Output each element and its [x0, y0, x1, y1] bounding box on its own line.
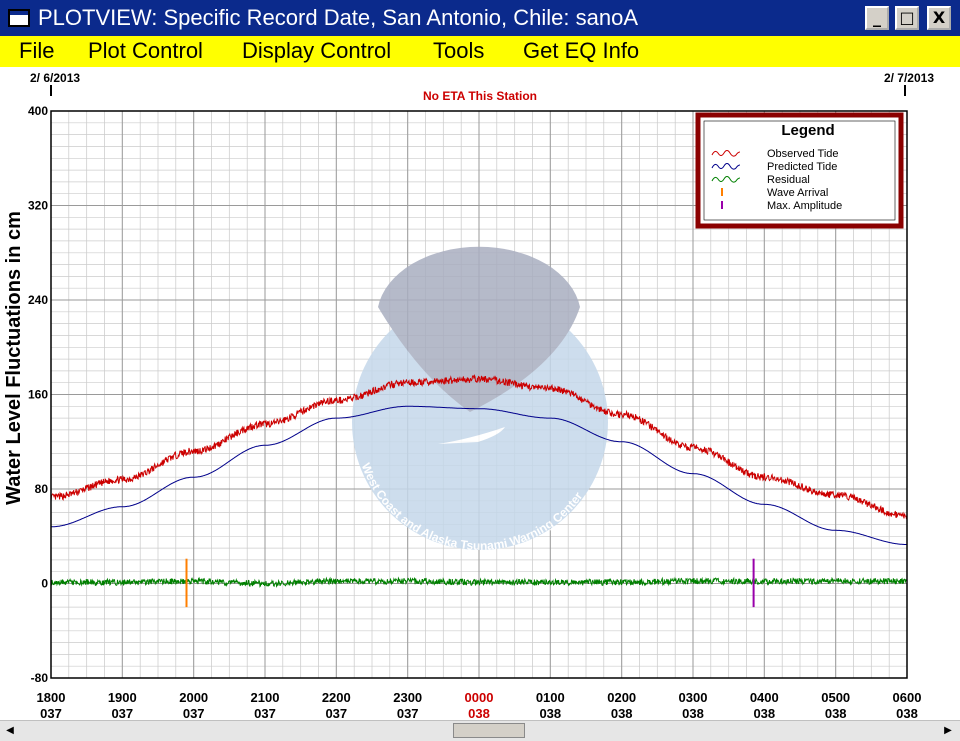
legend-label-wave-arrival: Wave Arrival: [767, 187, 828, 199]
x-tick-day: 037: [183, 706, 205, 720]
plot-frame: [50, 110, 908, 679]
x-tick-day: 038: [539, 706, 561, 720]
legend-symbol-residual: [711, 176, 741, 183]
x-tick-time: 0600: [893, 690, 922, 705]
x-tick-time: 0000: [465, 690, 494, 705]
x-tick-time: 2300: [393, 690, 422, 705]
legend-symbol-predicted-tide: [711, 163, 741, 170]
noaa-watermark-logo: West Coast and Alaska Tsunami Warning Ce…: [352, 246, 608, 553]
x-tick-time: 0400: [750, 690, 779, 705]
y-axis-label: Water Level Fluctuations in cm: [3, 211, 25, 505]
x-tick-day: 037: [40, 706, 62, 720]
x-tick-day: 037: [325, 706, 347, 720]
x-tick-time: 0500: [821, 690, 850, 705]
legend-title: Legend: [781, 122, 834, 139]
y-tick-label: 80: [35, 482, 49, 496]
y-tick-label: 320: [28, 199, 48, 213]
x-tick-day: 038: [611, 706, 633, 720]
app-window-icon[interactable]: [8, 9, 30, 27]
scroll-right-arrow-icon[interactable]: ▶: [944, 725, 952, 736]
y-tick-label: 0: [41, 577, 48, 591]
menu-plot-control[interactable]: Plot Control: [88, 38, 203, 63]
x-tick-day: 038: [468, 706, 490, 720]
series-observed-tide: [50, 374, 908, 520]
x-tick-day: 038: [682, 706, 704, 720]
title-bar: PLOTVIEW: Specific Record Date, San Anto…: [0, 0, 960, 37]
end-date-label: 2/ 7/2013: [884, 71, 934, 85]
x-tick-time: 1800: [37, 690, 66, 705]
maximize-button[interactable]: □: [895, 6, 919, 30]
menu-display-control[interactable]: Display Control: [242, 38, 392, 63]
close-button[interactable]: X: [927, 6, 951, 30]
x-tick-labels: 1800037190003720000372100037220003723000…: [37, 690, 922, 720]
legend-label-max-amplitude: Max. Amplitude: [767, 200, 842, 212]
eta-status: No ETA This Station: [423, 89, 537, 103]
x-tick-day: 038: [825, 706, 847, 720]
minimize-button[interactable]: _: [865, 6, 889, 30]
horizontal-scrollbar[interactable]: ◀ ▶: [0, 720, 960, 741]
y-tick-label: 160: [28, 388, 48, 402]
menu-bar: File Plot Control Display Control Tools …: [0, 36, 960, 67]
window-title: PLOTVIEW: Specific Record Date, San Anto…: [38, 5, 639, 30]
x-tick-day: 038: [896, 706, 918, 720]
series-layer: [50, 374, 908, 588]
legend-label-residual: Residual: [767, 174, 810, 186]
y-tick-label: 400: [28, 104, 48, 118]
x-tick-time: 2000: [179, 690, 208, 705]
series-predicted-tide: [51, 405, 907, 545]
y-tick-label: -80: [31, 671, 49, 685]
x-tick-time: 0300: [679, 690, 708, 705]
menu-get-eq-info[interactable]: Get EQ Info: [523, 38, 640, 63]
x-tick-day: 037: [111, 706, 133, 720]
y-tick-label: 240: [28, 293, 48, 307]
legend-label-observed-tide: Observed Tide: [767, 148, 839, 160]
legend-label-predicted-tide: Predicted Tide: [767, 161, 837, 173]
x-tick-day: 037: [397, 706, 419, 720]
tide-plot: West Coast and Alaska Tsunami Warning Ce…: [3, 71, 934, 720]
x-tick-time: 0100: [536, 690, 565, 705]
legend-symbol-observed-tide: [711, 150, 741, 157]
x-tick-time: 0200: [607, 690, 636, 705]
x-tick-day: 038: [753, 706, 775, 720]
x-tick-time: 1900: [108, 690, 137, 705]
x-tick-time: 2100: [251, 690, 280, 705]
y-tick-labels: -80 0 80 160 240 320 400: [28, 104, 48, 685]
marker-layer: [185, 558, 755, 608]
scroll-thumb[interactable]: [453, 723, 525, 738]
series-residual: [50, 576, 908, 588]
menu-tools[interactable]: Tools: [433, 38, 485, 63]
menu-file[interactable]: File: [19, 38, 55, 63]
x-tick-day: 037: [254, 706, 276, 720]
start-date-label: 2/ 6/2013: [30, 71, 80, 85]
scroll-left-arrow-icon[interactable]: ◀: [6, 725, 14, 736]
x-tick-time: 2200: [322, 690, 351, 705]
